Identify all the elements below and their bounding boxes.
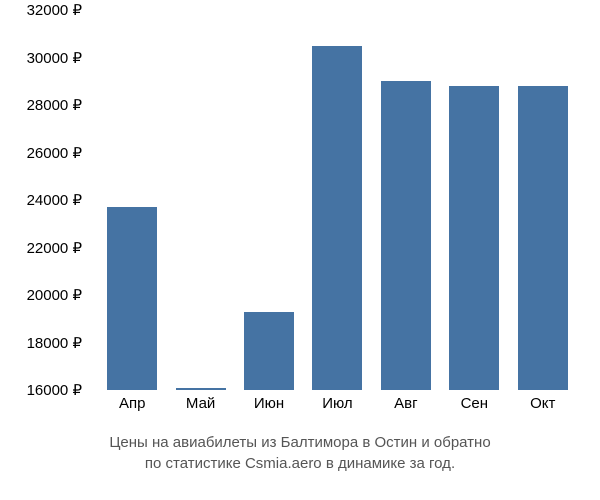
y-tick-label: 26000 ₽ (27, 144, 82, 162)
bar (518, 86, 568, 390)
y-tick-label: 20000 ₽ (27, 286, 82, 304)
y-tick-label: 30000 ₽ (27, 49, 82, 67)
bar (107, 207, 157, 390)
bar (381, 81, 431, 390)
bar (176, 388, 226, 390)
y-tick-label: 18000 ₽ (27, 334, 82, 352)
y-tick-label: 32000 ₽ (27, 1, 82, 19)
x-tick-label: Авг (381, 395, 431, 412)
y-tick-label: 24000 ₽ (27, 191, 82, 209)
bars-container (90, 10, 585, 390)
x-tick-label: Июн (244, 395, 294, 412)
x-tick-label: Май (176, 395, 226, 412)
bar (244, 312, 294, 390)
caption-line-1: Цены на авиабилеты из Балтимора в Остин … (109, 434, 490, 451)
y-tick-label: 16000 ₽ (27, 381, 82, 399)
x-tick-label: Сен (449, 395, 499, 412)
y-tick-label: 28000 ₽ (27, 96, 82, 114)
chart-caption: Цены на авиабилеты из Балтимора в Остин … (0, 432, 600, 474)
y-tick-label: 22000 ₽ (27, 239, 82, 257)
x-tick-label: Июл (312, 395, 362, 412)
bar (449, 86, 499, 390)
x-tick-label: Окт (518, 395, 568, 412)
plot-area: 16000 ₽18000 ₽20000 ₽22000 ₽24000 ₽26000… (90, 10, 585, 390)
caption-line-2: по статистике Csmia.aero в динамике за г… (145, 455, 455, 472)
price-chart: 16000 ₽ 18000 ₽ 20000 ₽ 22000 ₽ 24000 ₽ 26000… (0, 0, 600, 500)
x-tick-label: Апр (107, 395, 157, 412)
x-axis: Апр Май Июн Июл Авг Сен Окт (90, 395, 585, 412)
bar (312, 46, 362, 390)
